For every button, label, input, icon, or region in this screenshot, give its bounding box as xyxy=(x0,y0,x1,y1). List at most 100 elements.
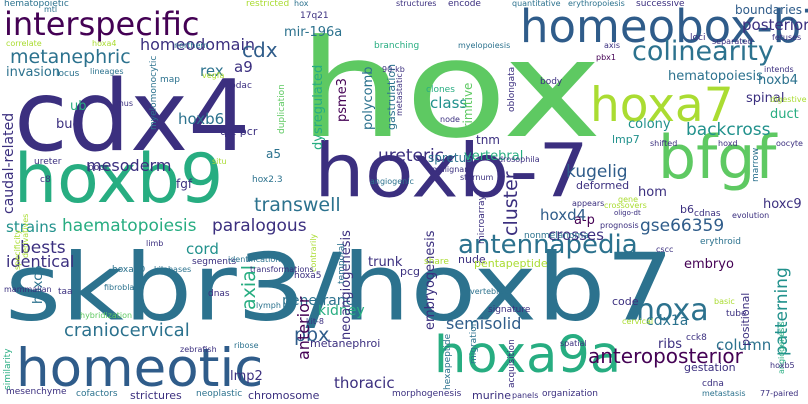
word-sternum: sternum xyxy=(460,173,494,182)
word-identification: identification xyxy=(228,255,281,264)
word-microarray: microarray xyxy=(477,195,487,244)
word-migration: migration xyxy=(469,320,479,364)
word-homeotic: homeotic xyxy=(16,338,264,399)
word-gestation: gestation xyxy=(684,361,736,374)
word-erythroid: erythroid xyxy=(700,237,742,247)
word-metanephric: metanephric xyxy=(10,46,131,68)
word-homeodomain: homeodomain xyxy=(140,35,256,54)
word-duplication: duplication xyxy=(277,84,287,134)
word-appears: appears xyxy=(572,199,605,208)
word-bfgf: bfgf xyxy=(658,123,777,193)
word-metanephroi: metanephroi xyxy=(310,337,381,350)
word-transformations: transformations xyxy=(250,265,314,274)
word-successive: successive xyxy=(636,0,685,9)
word-situ: situ xyxy=(212,157,227,166)
word-metastasis: metastasis xyxy=(702,389,746,398)
word-branching: branching xyxy=(374,41,420,51)
word-transwell: transwell xyxy=(254,194,341,216)
word-hoxa: hoxa xyxy=(636,293,709,328)
word-hematopoiesis: hematopoiesis xyxy=(668,69,763,84)
word-tnm: tnm xyxy=(476,133,500,147)
word-bud: bud xyxy=(56,117,81,132)
word-antennapedia: antennapedia xyxy=(458,230,638,260)
word-structures: structures xyxy=(396,0,437,8)
word-clones: clones xyxy=(426,85,455,95)
word-derivatives: derivatives xyxy=(21,213,30,258)
word-identical: identical xyxy=(6,252,75,271)
word-cord: cord xyxy=(186,240,219,258)
word-mir-196a: mir-196a xyxy=(284,25,343,40)
word-evolution: evolution xyxy=(732,211,770,220)
word-share: share xyxy=(424,257,449,267)
word-fibroblast: fibroblast xyxy=(104,283,142,292)
word-haematopoiesis: haematopoiesis xyxy=(62,216,197,236)
word-drosophila: drosophila xyxy=(498,155,540,164)
word-embryo: embryo xyxy=(684,257,734,272)
word-boundaries: boundaries xyxy=(735,3,803,17)
word-neoplastic: neoplastic xyxy=(196,389,243,399)
word-invasion: invasion xyxy=(6,65,61,80)
word-angiogenic: angiogenic xyxy=(370,177,414,186)
word-basic: basic xyxy=(714,297,735,306)
word-duct: duct xyxy=(770,107,799,122)
word-hom: hom xyxy=(638,185,667,200)
word-axis: axis xyxy=(604,41,621,50)
word-restricted: restricted xyxy=(246,0,290,9)
word-craniocervical: craniocervical xyxy=(64,320,190,341)
word-hoxb7-dash: hoxb-7 xyxy=(314,127,590,214)
word-hox-top: hox xyxy=(294,0,309,8)
word-mus: mus xyxy=(116,99,134,108)
word-map: map xyxy=(160,75,180,85)
word-segments: segments xyxy=(192,257,237,267)
word-hoxb6: hoxb6 xyxy=(178,110,225,128)
word-fetuses: fetuses xyxy=(772,33,802,42)
word-dnas: dnas xyxy=(208,289,230,299)
word-cdna: cdna xyxy=(702,379,724,389)
word-ureteric: ureteric xyxy=(378,146,445,166)
word-tube: tube xyxy=(726,309,747,319)
word-marrow: marrow xyxy=(751,147,761,182)
word-cdx4: cdx4 xyxy=(14,60,251,174)
word-oocyte: oocyte xyxy=(776,139,803,148)
word-vertebral: vertebral xyxy=(464,149,524,164)
word-positional: positional xyxy=(739,292,752,346)
word-intends: intends xyxy=(764,65,794,74)
word-class: class xyxy=(430,94,468,112)
word-a5: a5 xyxy=(266,147,281,161)
word-ribs: ribs xyxy=(658,337,682,352)
word-a-p: a-p xyxy=(574,213,595,228)
word-ub: ub xyxy=(70,99,87,114)
word-spretus: spretus xyxy=(428,151,473,165)
word-hoxa5: hoxa5 xyxy=(294,271,322,281)
word-semisolid: semisolid xyxy=(446,314,522,333)
word-hexapeptide: hexapeptide xyxy=(443,333,453,390)
word-temporal: temporal xyxy=(337,243,347,284)
word-quantitative: quantitative xyxy=(512,0,561,8)
word-homeobox-b7: homeobox-b7 xyxy=(520,0,808,53)
word-kugelig: kugelig xyxy=(566,162,628,182)
word-nonmelanoma: nonmelanoma xyxy=(524,231,589,241)
word-cdnas: cdnas xyxy=(694,209,721,219)
word-hoxd: hoxd xyxy=(718,139,738,148)
word-hoxa9a: hoxa9a xyxy=(434,326,622,385)
word-body: body xyxy=(540,77,563,87)
word-murine: murine xyxy=(472,389,512,402)
word-acquisition: acquisition xyxy=(507,339,517,388)
word-ribose: ribose xyxy=(234,341,259,350)
word-pbx1: pbx1 xyxy=(596,53,616,62)
word-backcross: backcross xyxy=(686,120,771,140)
word-anterior: anterior xyxy=(294,296,313,360)
word-loci: loci xyxy=(690,33,706,43)
word-fgf: fgf xyxy=(176,177,193,191)
word-caudal-related: caudal-related xyxy=(1,112,17,214)
word-hoxa4: hoxa4 xyxy=(92,39,117,48)
word-bests: bests xyxy=(20,238,66,258)
word-cscc: cscc xyxy=(656,245,674,254)
word-spinal: spinal xyxy=(746,91,785,106)
word-panels: panels xyxy=(512,391,539,400)
word-pdac: pdac xyxy=(230,81,252,91)
word-strains: strains xyxy=(6,218,57,236)
word-malignant: malignant xyxy=(432,165,473,174)
word-strictures: strictures xyxy=(130,389,182,402)
